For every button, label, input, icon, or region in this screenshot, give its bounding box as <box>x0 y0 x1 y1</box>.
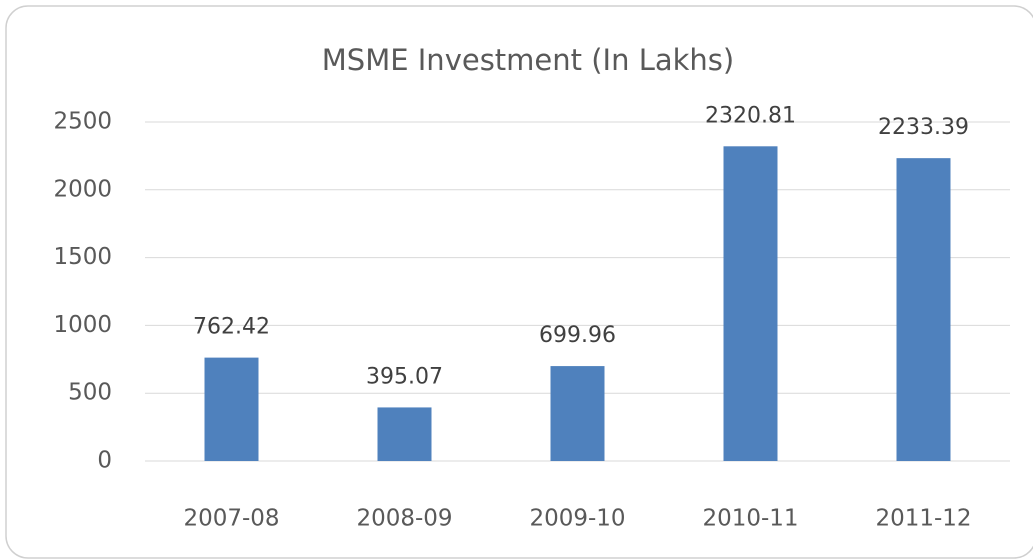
y-tick-label: 2000 <box>53 176 112 202</box>
bar <box>377 407 432 461</box>
y-tick-label: 1000 <box>53 312 112 338</box>
y-tick-label: 500 <box>68 380 112 406</box>
bar <box>723 146 778 461</box>
chart-frame <box>5 5 1033 559</box>
x-tick-label: 2011-12 <box>875 506 971 532</box>
x-tick-label: 2008-09 <box>356 506 452 532</box>
y-tick-label: 2500 <box>53 109 112 135</box>
bar <box>204 357 259 461</box>
bar <box>896 158 951 461</box>
y-tick-label: 1500 <box>53 244 112 270</box>
x-tick-label: 2007-08 <box>183 506 279 532</box>
data-label: 762.42 <box>193 315 270 340</box>
data-label: 395.07 <box>366 364 443 389</box>
data-label: 699.96 <box>539 323 616 348</box>
x-tick-label: 2009-10 <box>529 506 625 532</box>
bar <box>550 366 605 461</box>
x-tick-label: 2010-11 <box>702 506 798 532</box>
chart-title: MSME Investment (In Lakhs) <box>322 43 734 77</box>
y-tick-label: 0 <box>97 448 112 474</box>
data-label: 2320.81 <box>705 103 796 128</box>
data-label: 2233.39 <box>878 115 969 140</box>
